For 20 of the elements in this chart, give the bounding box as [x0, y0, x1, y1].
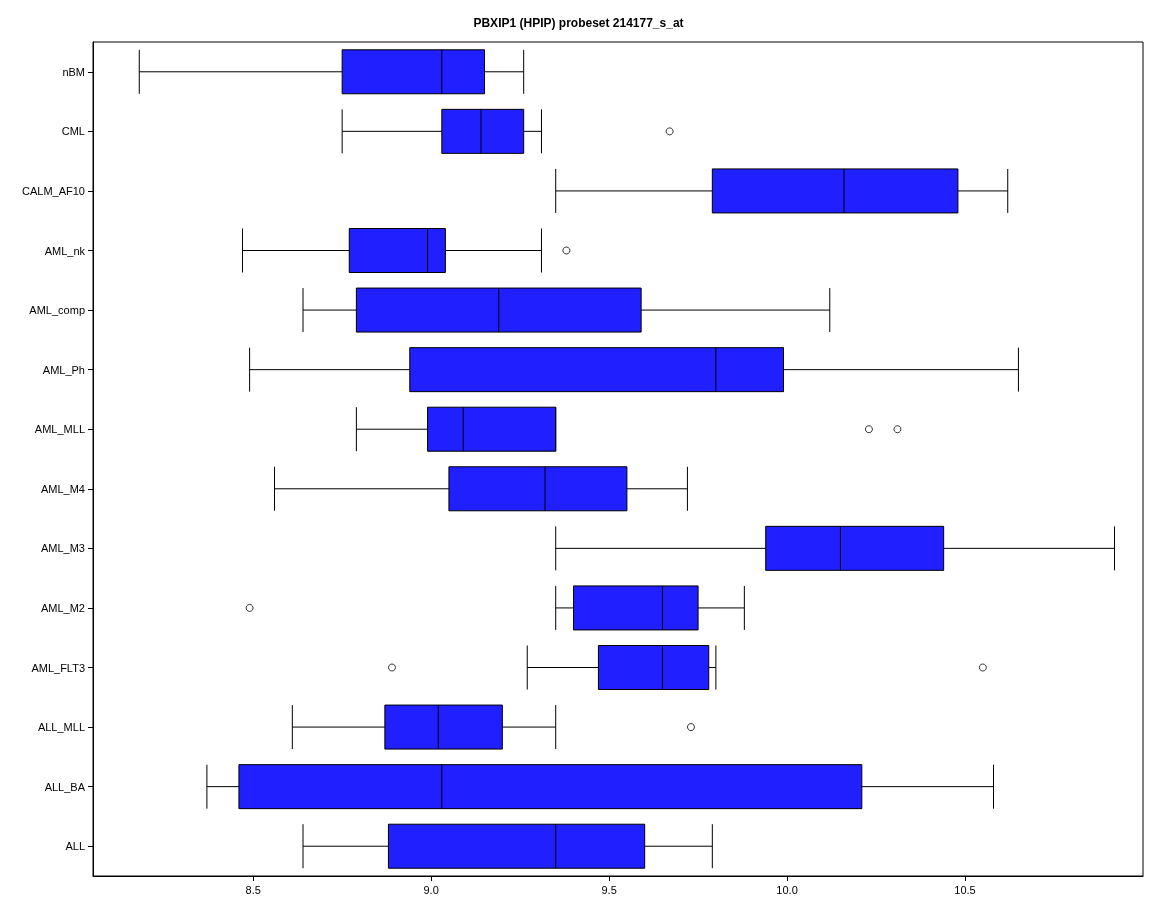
y-tick-label: AML_comp: [29, 304, 85, 317]
y-tick-label: AML_M2: [40, 601, 85, 614]
y-tick-label: AML_Ph: [42, 363, 85, 376]
y-tick-label: AML_M3: [40, 542, 85, 555]
y-tick-label: CALM_AF10: [22, 184, 85, 197]
x-tick-label: 8.5: [245, 883, 261, 896]
y-tick-label: ALL_BA: [44, 780, 86, 793]
y-tick-label: AML_M4: [40, 482, 85, 495]
y-tick-label: ALL_MLL: [37, 721, 85, 734]
x-tick-label: 10.5: [954, 883, 976, 896]
chart-title: PBXIP1 (HPIP) probeset 214177_s_at: [473, 16, 684, 30]
y-tick-label: AML_MLL: [34, 423, 85, 436]
y-tick-label: CML: [61, 125, 85, 138]
x-tick-label: 9.5: [601, 883, 617, 896]
x-tick-label: 10.0: [776, 883, 798, 896]
y-tick-label: AML_nk: [44, 244, 86, 257]
y-tick-label: AML_FLT3: [31, 661, 85, 674]
y-tick-label: nBM: [62, 65, 85, 78]
x-tick-label: 9.0: [423, 883, 439, 896]
y-tick-label: ALL: [65, 840, 85, 853]
